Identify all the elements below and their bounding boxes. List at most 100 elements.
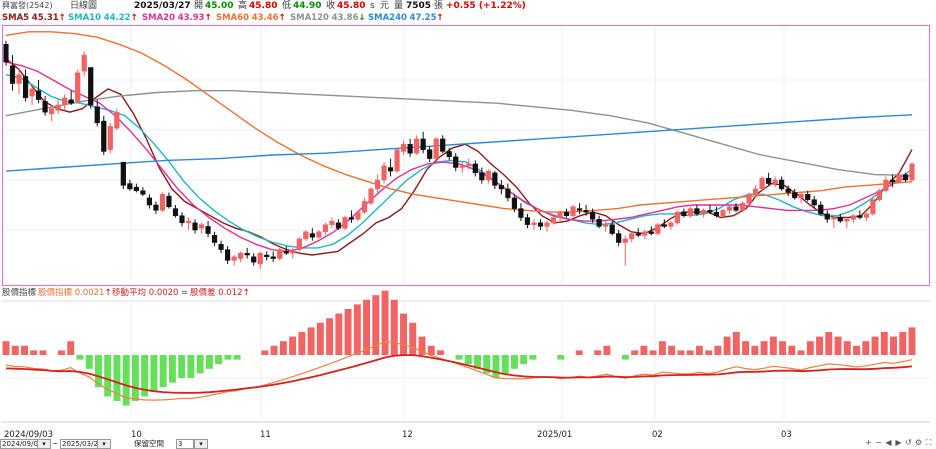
candle-body <box>590 211 596 220</box>
candle-body <box>472 163 478 174</box>
candle-body <box>694 208 700 215</box>
histogram-bar <box>76 355 84 360</box>
histogram-bar <box>668 345 676 355</box>
candle-body <box>374 179 381 190</box>
candle-body <box>655 224 661 234</box>
histogram-bar <box>464 355 472 365</box>
candle-body <box>616 233 622 243</box>
candle-body <box>62 97 68 106</box>
histogram-bar <box>335 313 343 355</box>
reset-icon[interactable]: ↺ <box>905 438 912 447</box>
bottom-toolbar: 2024/09/03 ▾ ~ 2025/03/27 ▾ 保留空間 3 ▾ + −… <box>0 438 936 449</box>
histogram-bar <box>557 355 565 360</box>
open-value: 45.00 <box>205 1 234 11</box>
histogram-bar <box>21 345 28 355</box>
histogram-bar <box>908 327 916 355</box>
candle-body <box>309 233 315 238</box>
candle-body <box>720 210 726 216</box>
histogram-bar <box>853 345 860 355</box>
gap-input[interactable]: 3 <box>176 439 194 449</box>
histogram-bar <box>723 336 731 355</box>
histogram-bar <box>58 350 65 355</box>
candle-body <box>179 215 185 224</box>
gap-label: 保留空間 <box>134 439 164 448</box>
candle-body <box>381 165 387 181</box>
fullscreen-icon[interactable]: ⛶ <box>925 438 932 447</box>
settings-icon[interactable]: ⚙ <box>914 438 923 447</box>
histogram-bar <box>224 355 232 360</box>
histogram-bar <box>594 350 602 355</box>
histogram-bar <box>899 332 907 355</box>
histogram-bar <box>714 345 722 355</box>
candle-body <box>798 194 804 199</box>
candle-body <box>342 217 348 229</box>
x-tick-label: 12 <box>402 430 413 440</box>
histogram-bar <box>39 350 47 355</box>
gap-stepper-button[interactable]: ▾ <box>194 439 208 449</box>
candle-body <box>863 213 869 218</box>
candle-body <box>394 149 400 172</box>
candle-body <box>889 179 896 183</box>
histogram-bar <box>760 341 768 355</box>
candle-body <box>348 217 355 220</box>
candle-body <box>225 249 231 261</box>
legend-sma20: SMA20 43.93↑ <box>142 13 212 23</box>
zoom-out-icon[interactable]: − <box>875 438 882 447</box>
histogram-bar <box>825 332 833 355</box>
histogram-bar <box>131 355 139 401</box>
candle-body <box>427 149 433 159</box>
candle-body <box>909 163 915 181</box>
ma-line-sma120 <box>5 89 913 177</box>
histogram-bar <box>205 355 213 369</box>
start-date-picker-button[interactable]: ▾ <box>37 439 51 449</box>
candle-body <box>88 67 94 106</box>
legend-sma60: SMA60 43.46↑ <box>216 13 286 23</box>
range-separator: ~ <box>52 439 59 448</box>
histogram-bar <box>575 350 583 355</box>
candle-body <box>857 215 863 218</box>
histogram-bar <box>279 341 287 355</box>
change-value: +0.55 (+1.22%) <box>446 1 526 11</box>
zoom-in-icon[interactable]: + <box>865 438 872 447</box>
histogram-bar <box>233 355 241 360</box>
histogram-bar <box>880 332 888 355</box>
candle-body <box>700 210 707 215</box>
candle-body <box>22 76 29 99</box>
histogram-bar <box>686 350 694 355</box>
legend-price-diff: 股價差 0.012↑ <box>190 288 250 298</box>
x-tick-label: 10 <box>131 430 142 440</box>
candle-body <box>192 222 198 231</box>
histogram-bar <box>85 355 93 369</box>
candle-body <box>635 233 641 236</box>
candle-body <box>811 199 817 206</box>
candle-body <box>557 211 563 218</box>
candle-body <box>576 208 583 211</box>
high-value: 45.80 <box>249 1 278 11</box>
candle-body <box>759 177 765 190</box>
ma-line-sma60 <box>5 31 913 213</box>
move-left-icon[interactable]: ◀ <box>885 438 892 447</box>
x-tick-label: 03 <box>781 430 792 440</box>
candle-body <box>792 192 798 199</box>
move-right-icon[interactable]: ▶ <box>895 438 902 447</box>
end-date-picker-button[interactable]: ▾ <box>97 439 111 449</box>
quote-date: 2025/03/27 <box>134 1 191 11</box>
candle-body <box>68 99 74 104</box>
histogram-bar <box>400 313 407 355</box>
candle-body <box>55 104 61 111</box>
histogram-bar <box>187 355 195 378</box>
histogram-bar <box>529 355 537 360</box>
candle-body <box>198 224 205 229</box>
end-date-input[interactable]: 2025/03/27 <box>60 439 98 449</box>
candle-body <box>544 222 550 227</box>
close-value: 45.80 <box>337 1 366 11</box>
histogram-bar <box>631 350 639 355</box>
candle-body <box>661 224 667 227</box>
candle-body <box>648 231 654 234</box>
ma-line-sma20 <box>5 61 913 253</box>
legend-sma240: SMA240 47.25↑ <box>368 13 444 23</box>
start-date-input[interactable]: 2024/09/03 <box>0 439 38 449</box>
candle-body <box>35 90 42 100</box>
candle-body <box>583 210 589 213</box>
